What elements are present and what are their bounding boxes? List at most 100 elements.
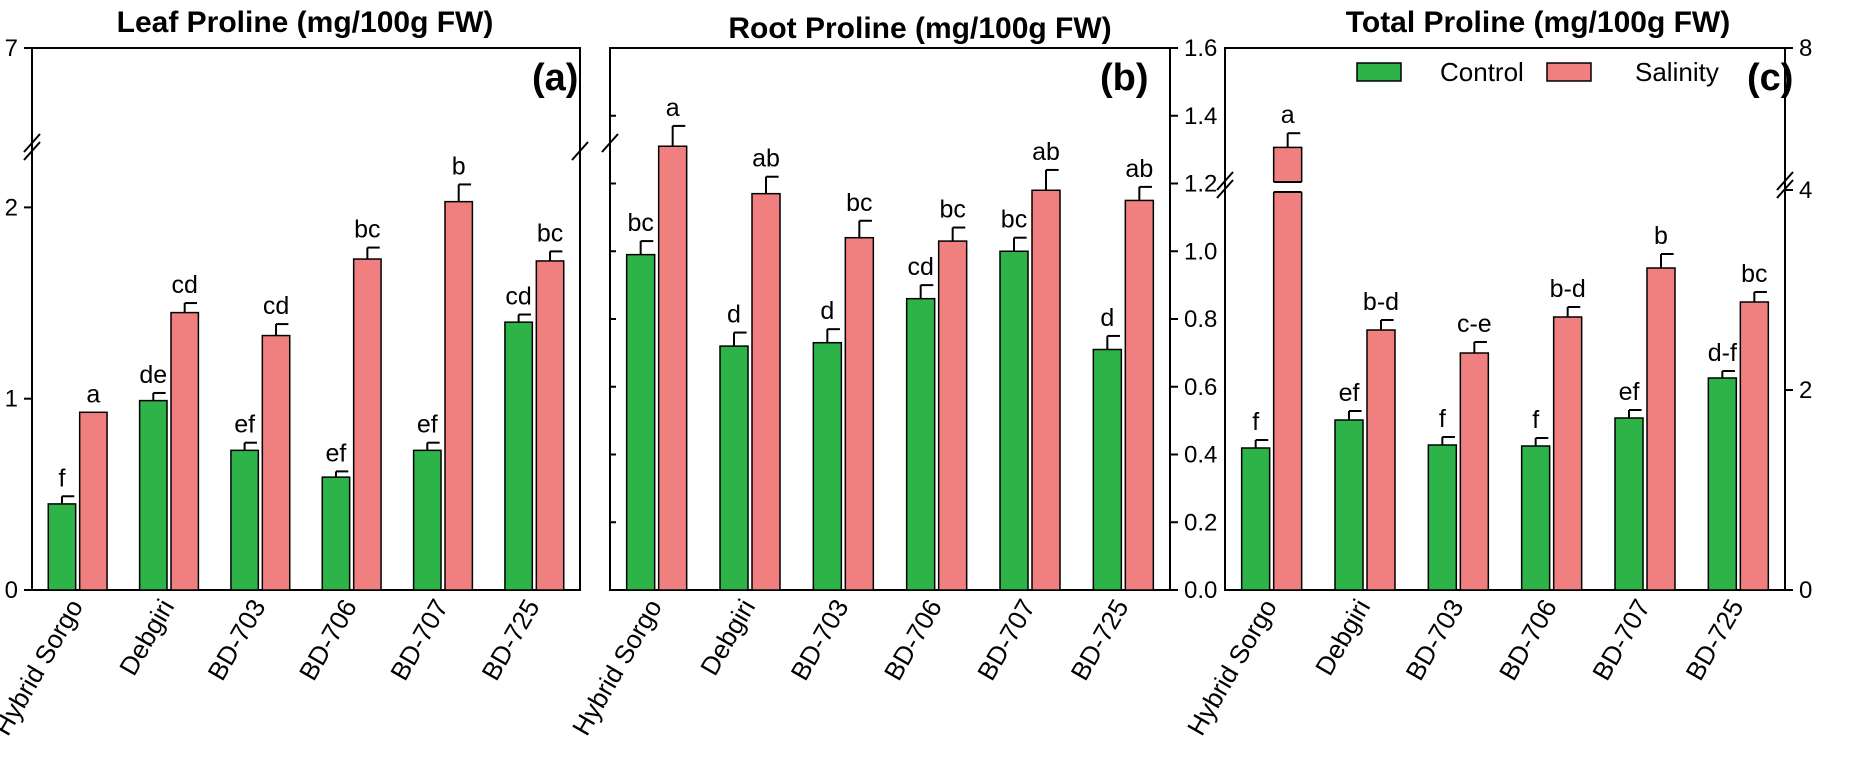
significance-letter: d xyxy=(1100,304,1114,332)
bar-b-control xyxy=(999,250,1029,591)
axis-break-c xyxy=(1216,171,1234,199)
bar-c-control xyxy=(1427,444,1458,591)
significance-letter: ef xyxy=(1619,378,1640,406)
significance-letter: bc xyxy=(627,209,653,237)
x-tick-label-b: BD-707 xyxy=(971,594,1041,685)
bar-b-salinity xyxy=(1031,189,1061,591)
x-tick-label-b: Hybrid Sorgo xyxy=(566,594,668,740)
significance-letter: a xyxy=(1281,101,1295,129)
bar-c-control xyxy=(1240,447,1271,591)
plot-frame-c xyxy=(1224,47,1786,591)
y-tick-label-c: 0 xyxy=(1799,577,1812,604)
panel-label-c: (c) xyxy=(1747,57,1793,99)
y-tick-label-c: 8 xyxy=(1799,35,1812,62)
bar-c-control xyxy=(1614,417,1644,591)
bar-a-salinity xyxy=(78,411,108,591)
y-tick-label-a: 0 xyxy=(5,577,18,604)
significance-letter: f xyxy=(1252,408,1259,436)
x-tick-label-b: BD-703 xyxy=(784,594,854,685)
bar-a-control xyxy=(138,399,168,591)
significance-letter: b xyxy=(1654,222,1668,250)
y-tick-label-c: 4 xyxy=(1799,177,1812,204)
bar-b-salinity xyxy=(657,145,688,591)
bar-b-control xyxy=(812,341,843,591)
bar-b-control xyxy=(719,345,749,591)
bar-b-salinity xyxy=(844,236,875,591)
bar-b-control xyxy=(905,297,936,591)
axis-break-a xyxy=(23,133,41,161)
significance-letter: bc xyxy=(1001,206,1027,234)
significance-letter: b xyxy=(452,152,466,180)
significance-letter: d-f xyxy=(1708,339,1737,367)
significance-letter: c-e xyxy=(1457,310,1492,338)
bar-a-control xyxy=(47,503,77,591)
plot-frame-a xyxy=(31,47,581,591)
x-tick-label-b: BD-706 xyxy=(878,594,948,685)
panel-label-a: (a) xyxy=(532,57,578,99)
bar-c-salinity xyxy=(1646,267,1676,591)
x-tick-label-a: BD-706 xyxy=(293,594,363,685)
title-b: Root Proline (mg/100g FW) xyxy=(728,12,1111,45)
bar-b-control xyxy=(1092,348,1123,591)
y-tick-label-b: 0.8 xyxy=(1184,306,1217,333)
significance-letter: b-d xyxy=(1363,288,1399,316)
y-tick-label-b: 0.4 xyxy=(1184,442,1217,469)
bar-c-salinity xyxy=(1366,329,1396,591)
legend-control-swatch xyxy=(1356,62,1402,82)
significance-letter: d xyxy=(727,301,741,329)
panel-label-b: (b) xyxy=(1100,57,1149,99)
significance-letter: a xyxy=(86,380,100,408)
legend-salinity-label: Salinity xyxy=(1635,57,1719,87)
y-tick-label-c: 2 xyxy=(1799,377,1812,404)
bar-a-control xyxy=(230,449,260,591)
panel-b: 0.0 0.2 0.4 0.6 0.8 1.0 1.2 1.4 1.6 bc a Hybrid Sor… xyxy=(566,35,1217,740)
y-tick-label-b: 0.6 xyxy=(1184,374,1217,401)
y-tick-label-b: 1.6 xyxy=(1184,35,1217,62)
significance-letter: ef xyxy=(234,411,255,439)
bar-b-salinity xyxy=(751,192,781,591)
significance-letter: ef xyxy=(1339,379,1360,407)
significance-letter: bc xyxy=(846,189,872,217)
x-tick-label-c: Hybrid Sorgo xyxy=(1181,594,1283,740)
bar-a-salinity xyxy=(261,334,291,591)
x-tick-label-a: BD-703 xyxy=(201,594,271,685)
axis-break-b xyxy=(601,133,619,153)
y-tick-label-b: 0.2 xyxy=(1184,509,1217,536)
panel-a: 0 1 2 7 f a Hybrid Sorgo de cd Debgiri ef cd BD-703 e… xyxy=(0,35,589,740)
bar-a-salinity xyxy=(352,258,382,591)
axis-break-c-right xyxy=(1776,171,1794,199)
bar-c-salinity xyxy=(1739,301,1770,591)
bar-c-salinity xyxy=(1459,352,1490,591)
bar-c-control xyxy=(1707,377,1738,591)
bar-c-salinity xyxy=(1272,146,1303,591)
y-tick-label-b: 1.2 xyxy=(1184,171,1217,198)
x-tick-label-c: BD-706 xyxy=(1493,594,1563,685)
y-tick-label-a: 1 xyxy=(5,386,18,413)
panel-c: 0 2 4 8 f a Hybrid Sorgo ef b-d Debgiri f c-e BD-703… xyxy=(1181,35,1812,740)
significance-letter: bc xyxy=(537,219,563,247)
y-tick-label-b: 0.0 xyxy=(1184,577,1217,604)
x-tick-label-c: BD-707 xyxy=(1586,594,1656,685)
bar-a-control xyxy=(504,321,534,591)
significance-letter: f xyxy=(1532,406,1539,434)
significance-letter: f xyxy=(1439,405,1446,433)
significance-letter: b-d xyxy=(1550,275,1586,303)
significance-letter: a xyxy=(666,94,680,122)
x-tick-label-a: BD-725 xyxy=(475,594,545,685)
bar-c-control xyxy=(1520,445,1551,591)
y-tick-label-a: 7 xyxy=(5,35,18,62)
x-tick-label-c: BD-703 xyxy=(1399,594,1469,685)
y-tick-label-a: 2 xyxy=(5,194,18,221)
significance-letter: ab xyxy=(1125,155,1153,183)
bar-a-salinity xyxy=(444,200,474,591)
significance-letter: bc xyxy=(354,216,380,244)
significance-letter: cd xyxy=(171,271,197,299)
y-tick-label-b: 1.0 xyxy=(1184,238,1217,265)
x-tick-label-c: Debgiri xyxy=(1309,594,1376,680)
significance-letter: ab xyxy=(752,145,780,173)
x-tick-label-b: BD-725 xyxy=(1064,594,1134,685)
bar-b-salinity xyxy=(1124,199,1155,591)
legend-control-label: Control xyxy=(1440,57,1524,87)
plot-frame-b xyxy=(609,47,1171,591)
legend-salinity-swatch xyxy=(1546,62,1592,82)
